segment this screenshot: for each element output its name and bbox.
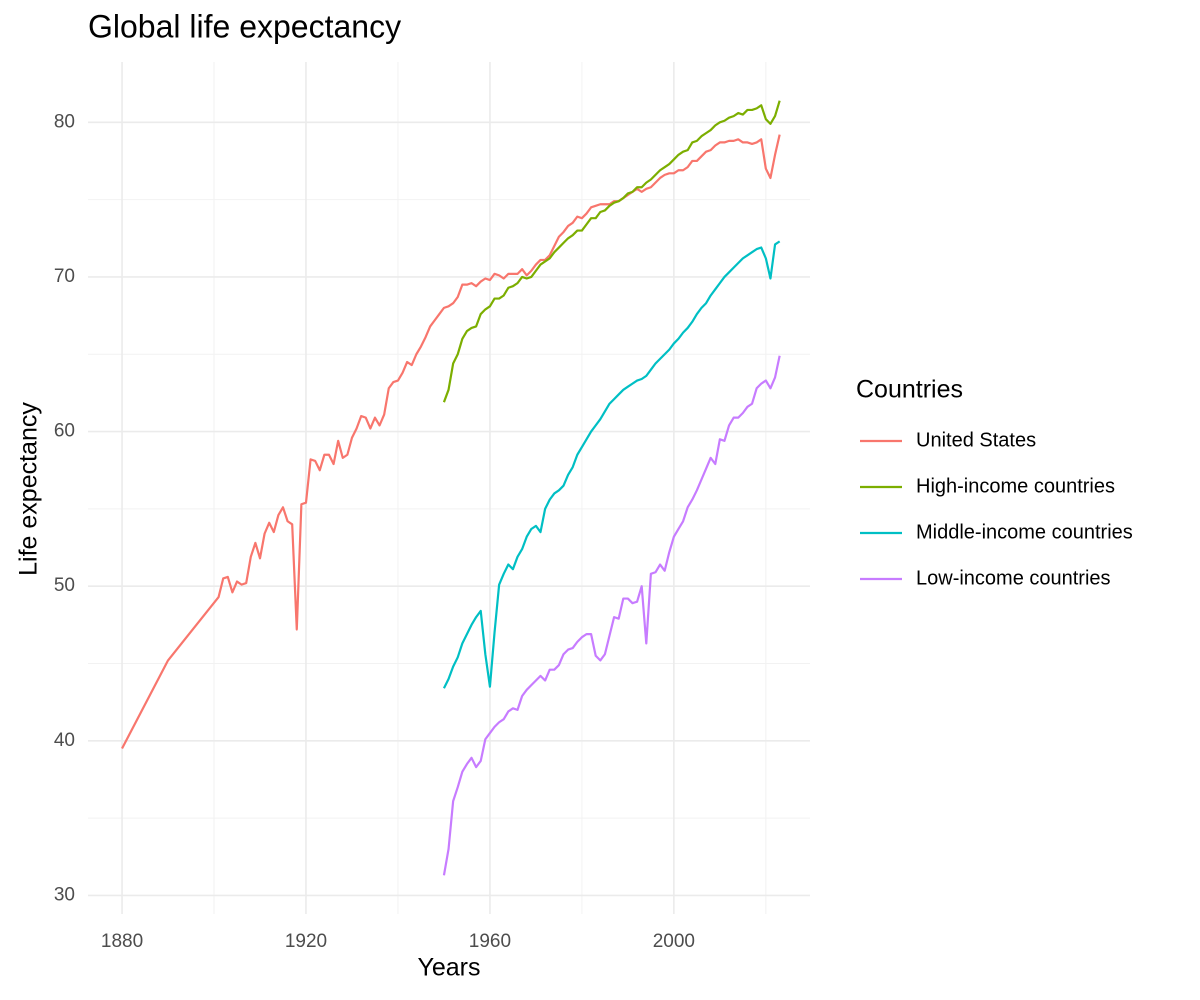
x-tick-label: 2000	[653, 931, 695, 952]
y-tick-label: 60	[54, 421, 75, 442]
chart-title: Global life expectancy	[88, 8, 401, 44]
series-line	[121, 134, 781, 750]
legend-label: High-income countries	[916, 475, 1115, 497]
series-line	[442, 100, 781, 403]
legend-title: Countries	[856, 376, 963, 404]
series-line	[442, 355, 781, 876]
x-axis-title: Years	[417, 954, 480, 982]
y-tick-label: 40	[54, 730, 75, 751]
y-tick-label: 80	[54, 111, 75, 132]
y-tick-label: 70	[54, 266, 75, 287]
x-tick-label: 1960	[469, 931, 511, 952]
y-tick-label: 30	[54, 884, 75, 905]
series-line	[442, 240, 781, 689]
legend-label: Middle-income countries	[916, 521, 1133, 543]
legend-label: United States	[916, 429, 1036, 451]
x-tick-label: 1920	[285, 931, 327, 952]
y-tick-label: 50	[54, 575, 75, 596]
legend-label: Low-income countries	[916, 567, 1111, 589]
x-tick-label: 1880	[101, 931, 143, 952]
y-axis-title: Life expectancy	[15, 402, 43, 576]
